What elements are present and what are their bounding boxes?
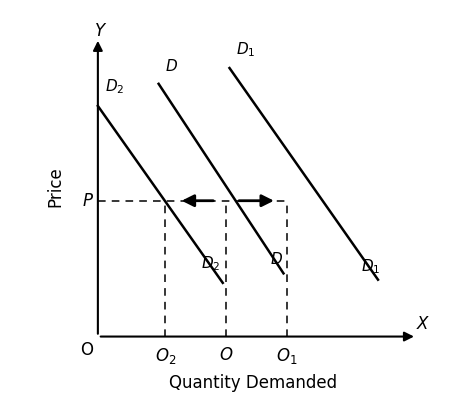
Text: $D_1$: $D_1$ <box>361 258 381 276</box>
Text: Price: Price <box>46 166 64 207</box>
Text: $D$: $D$ <box>166 58 178 75</box>
Text: $D_1$: $D_1$ <box>236 40 256 59</box>
Text: Quantity Demanded: Quantity Demanded <box>169 375 337 392</box>
Text: Y: Y <box>94 21 104 40</box>
Text: $D_2$: $D_2$ <box>201 254 220 273</box>
Text: P: P <box>83 192 93 210</box>
Text: $O_2$: $O_2$ <box>155 346 176 366</box>
Text: $D_2$: $D_2$ <box>104 78 124 96</box>
Text: $D$: $D$ <box>270 251 283 267</box>
Text: O: O <box>80 341 93 359</box>
Text: $O_1$: $O_1$ <box>276 346 297 366</box>
Text: X: X <box>417 315 428 333</box>
Text: $O$: $O$ <box>219 346 234 364</box>
